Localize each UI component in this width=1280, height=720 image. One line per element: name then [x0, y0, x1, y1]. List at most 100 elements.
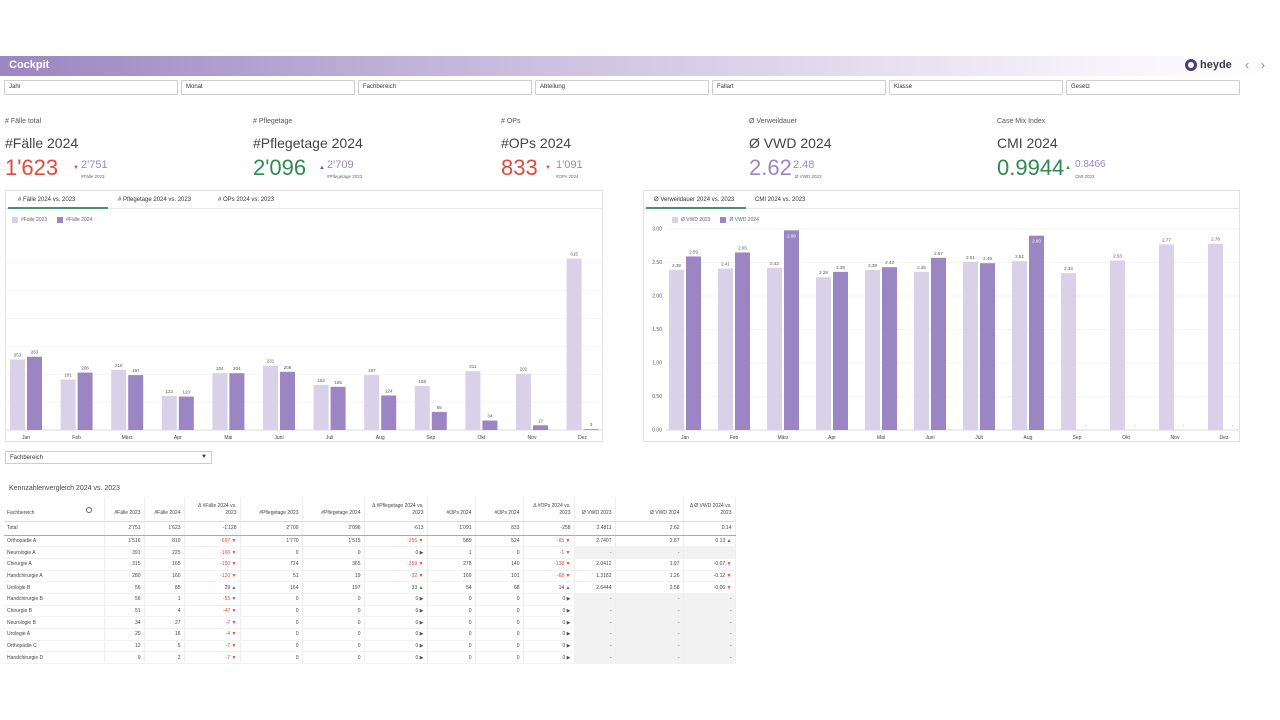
column-header[interactable]: Ø VWD 2024 [615, 497, 684, 522]
chevron-right-icon[interactable]: › [1261, 58, 1265, 72]
bar [914, 271, 929, 430]
table-cell: 225 [144, 546, 185, 559]
filter-fallart[interactable]: Fallart [712, 80, 886, 95]
table-cell: 0 ▶ [523, 628, 575, 641]
column-header[interactable]: #Fälle 2023 [104, 497, 145, 522]
table-cell: 724 [240, 558, 303, 571]
column-header[interactable]: #Pflegetage 2024 [302, 497, 365, 522]
x-tick-label: Dez [578, 435, 587, 441]
filter-fachbereich[interactable]: Fachbereich [358, 80, 532, 95]
filter-klasse[interactable]: Klasse [889, 80, 1063, 95]
table-cell: 2 [144, 651, 185, 665]
cell-value: -255 [407, 537, 419, 544]
down-arrow-icon: ▼ [726, 572, 732, 579]
table-cell: 68 [475, 581, 524, 594]
table-row[interactable]: Handchirurgie B 56 1 -55 ▼ 0 0 0 ▶ 0 0 0 ▶ - - - [4, 593, 736, 606]
total-row[interactable]: Total 2'751 1'623 -1'128 2'709 2'096 -613 1'091… [4, 521, 736, 536]
table-cell: 280 [104, 570, 145, 583]
column-header[interactable]: Δ Ø VWD 2024 vs. 2023 [683, 497, 736, 522]
bar [263, 365, 278, 430]
table-cell: 101 [475, 570, 524, 583]
tab-pflegetage[interactable]: # Pflegetage 2024 vs. 2023 [118, 197, 192, 203]
table-cell: 0 ▶ [364, 651, 428, 665]
kpi-label: Case Mix Index [997, 118, 1046, 125]
table-cell: 0 ▶ [364, 605, 428, 618]
table-cell: 0 ▶ [523, 640, 575, 653]
table-row[interactable]: Handchirurgie A 280 160 -120 ▼ 51 19 -32 ▼ 169 1… [4, 570, 736, 583]
column-header[interactable]: #OPs 2024 [427, 497, 476, 522]
data-label: 615 [570, 252, 578, 257]
bar [533, 425, 548, 430]
table-cell: 9 [104, 651, 145, 665]
chart-legend: Ø VWD 2023 Ø VWD 2024 [672, 217, 759, 223]
tab-faelle[interactable]: # Fälle 2024 vs. 2023 [18, 197, 76, 203]
tab-verweildauer[interactable]: Ø Verweildauer 2024 vs. 2023 [654, 197, 735, 203]
kpi-title: #Fälle 2024 [5, 135, 79, 151]
data-label: 2.39 [672, 263, 681, 268]
kpi-label: # Pflegetage [253, 118, 293, 125]
table-row[interactable]: Orthopädie C 12 5 -7 ▼ 0 0 0 ▶ 0 0 0 ▶ - - - [4, 640, 736, 653]
table-row[interactable]: Chirurgie B 51 4 -47 ▼ 0 0 0 ▶ 0 0 0 ▶ - - - [4, 605, 736, 618]
column-header[interactable]: #Fälle 2024 [144, 497, 185, 522]
column-header[interactable]: #OPs 2024 [475, 497, 524, 522]
table-title: Kennzahlenvergleich 2024 vs. 2023 [9, 485, 120, 492]
table-cell: 0 [475, 616, 524, 629]
column-header[interactable]: Ø VWD 2023 [574, 497, 616, 522]
table-cell: 315 [104, 558, 145, 571]
data-label: 216 [115, 363, 123, 368]
filter-monat[interactable]: Monat [181, 80, 355, 95]
table-row[interactable]: Handchirurgie D 9 2 -7 ▼ 0 0 0 ▶ 0 0 0 ▶ - - - [4, 651, 736, 665]
down-arrow-icon: ▼ [231, 572, 237, 579]
table-row[interactable]: Neurologie B 34 27 -7 ▼ 0 0 0 ▶ 0 0 0 ▶ - - - [4, 616, 736, 629]
column-header[interactable]: Δ #Fälle 2024 vs. 2023 [184, 497, 241, 522]
data-label: 2.36 [917, 265, 926, 270]
kpi-title: #OPs 2024 [501, 135, 572, 151]
column-header[interactable]: Δ #Pflegetage 2024 vs. 2023 [364, 497, 428, 522]
down-arrow-icon: ▼ [231, 631, 237, 638]
bar [178, 396, 194, 430]
table-cell: 0 ▶ [364, 628, 428, 641]
data-label: - [1232, 423, 1234, 428]
filter-abteilung[interactable]: Abteilung [535, 80, 709, 95]
table-row[interactable]: Urologie A 20 16 -4 ▼ 0 0 0 ▶ 0 0 0 ▶ - - - [4, 628, 736, 641]
legend-label: Ø VWD 2024 [729, 217, 759, 223]
tab-ops[interactable]: # OPs 2024 vs. 2023 [218, 197, 275, 203]
table-cell: -7 ▼ [184, 640, 241, 653]
x-tick-label: März [122, 435, 134, 441]
table-cell: 0.14 [683, 521, 736, 536]
table-row[interactable]: Chirurgie A 315 165 -150 ▼ 724 365 -359 ▼ 278 14… [4, 558, 736, 571]
kpi-compare-label: CMI 2023 [1075, 174, 1095, 179]
table-row[interactable]: Urologie B 56 85 29 ▲ 164 197 33 ▲ 54 68 14 ▲ 2.64… [4, 581, 736, 594]
kpi-title: Ø VWD 2024 [749, 135, 832, 151]
cell-value: 0 [415, 619, 420, 626]
down-arrow-icon: ▼ [545, 165, 551, 171]
kpi-compare: 1'091 [556, 159, 583, 171]
filter-jahr[interactable]: Jahr [4, 80, 178, 95]
cell-value: 0 [562, 619, 567, 626]
table-row[interactable]: Orthopädie A 1'516 819 -697 ▼ 1'770 1'515 -255… [4, 535, 736, 548]
table-row[interactable]: Neurologie A 391 225 -166 ▼ 0 0 0 ▶ 1 0 -1 ▼ - - [4, 546, 736, 559]
column-header[interactable]: Fachbereich [4, 497, 105, 522]
table-cell: -613 [364, 521, 428, 536]
table-cell: 1'770 [240, 535, 303, 548]
bar [27, 356, 42, 430]
column-header[interactable]: Δ #OPs 2024 vs. 2023 [523, 497, 575, 522]
y-tick-label: 2.50 [652, 260, 662, 266]
table-cell: - [574, 605, 616, 618]
kpi-compare-label: #Fälle 2023 [81, 174, 105, 179]
kpi-compare-label: Ø VWD 2023 [795, 174, 822, 179]
fachbereich-dropdown[interactable]: Fachbereich ▼ [5, 451, 212, 464]
tab-cmi[interactable]: CMI 2024 vs. 2023 [755, 197, 806, 203]
table-cell: 833 [475, 521, 524, 536]
filter-gesetz[interactable]: Gesetz [1066, 80, 1240, 95]
chevron-left-icon[interactable]: ‹ [1245, 58, 1249, 72]
x-tick-label: Feb [730, 435, 739, 441]
table-cell: -1 ▼ [523, 546, 575, 559]
table-cell: 0 [475, 640, 524, 653]
faelle-chart-panel: # Fälle 2024 vs. 2023 # Pflegetage 2024 … [5, 190, 603, 442]
column-header[interactable]: #Pflegetage 2023 [240, 497, 303, 522]
table-cell: 0 [475, 593, 524, 606]
table-cell: 5 [144, 640, 185, 653]
table-cell: 12 [104, 640, 145, 653]
up-arrow-icon: ▲ [319, 165, 325, 171]
